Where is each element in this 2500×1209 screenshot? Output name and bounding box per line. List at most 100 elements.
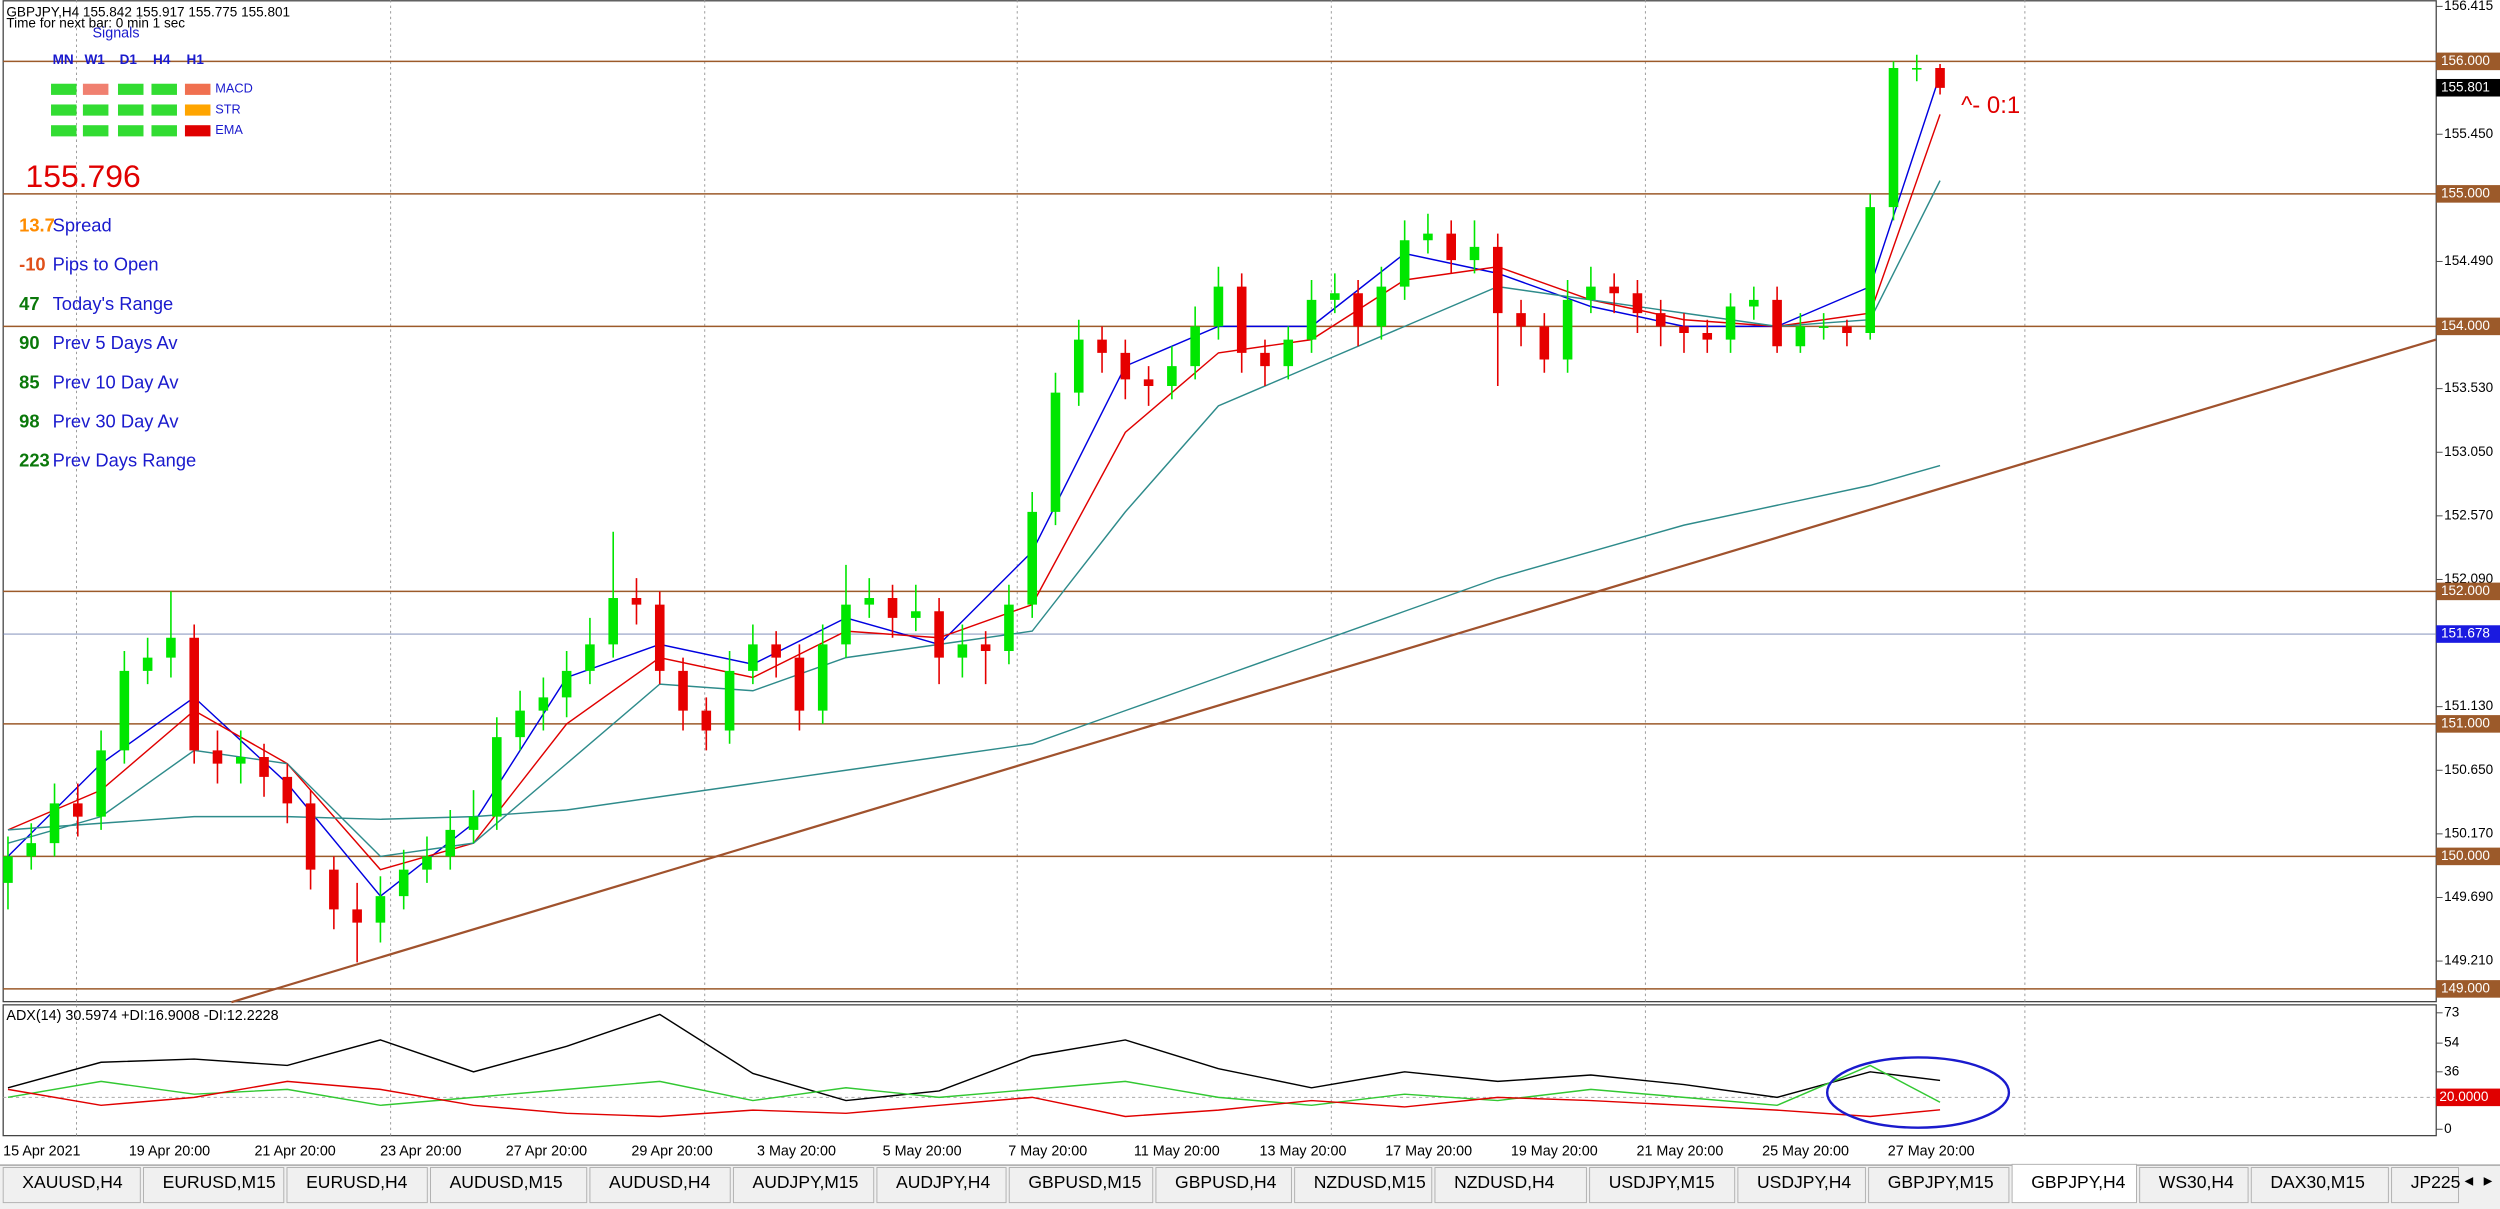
candle-body [1167,366,1177,387]
tab-label[interactable]: GBPUSD,H4 [1175,1172,1277,1192]
candle-body [1306,299,1317,340]
tab[interactable] [430,1167,588,1204]
tab[interactable] [143,1167,285,1204]
candle-body [189,637,199,751]
y-tick-label: 150.650 [2444,762,2493,777]
tab[interactable] [1589,1167,1736,1204]
candle-body [1399,240,1410,287]
tab[interactable] [1434,1167,1587,1204]
candle-body [748,644,758,671]
timeframe-label: H4 [153,52,171,67]
candle-body [1097,339,1107,353]
candle-body [1353,293,1363,327]
stat-label: Prev Days Range [53,450,197,471]
level-label: 155.000 [2441,185,2490,200]
candle-body [1679,326,1689,334]
moving-average [7,464,1941,831]
tab[interactable] [1868,1167,2010,1204]
signal-box [82,125,109,137]
candle-body [1004,604,1014,652]
annotation: ^- 0:1 [1961,92,2020,119]
tab[interactable] [732,1167,875,1204]
tab[interactable] [1008,1167,1154,1204]
tab-label[interactable]: XAUUSD,H4 [22,1172,123,1192]
tab[interactable] [2139,1167,2249,1204]
candle-body [957,644,968,658]
candle-body [398,869,409,897]
timeframe-label: H1 [187,52,205,67]
tab-label[interactable]: AUDJPY,M15 [753,1172,859,1192]
tab-label[interactable]: EURUSD,M15 [163,1172,276,1192]
candle-body [1702,333,1713,340]
tab-label[interactable]: AUDUSD,H4 [609,1172,711,1192]
scroll-right[interactable]: ► [2481,1174,2495,1190]
plot: 156.415 155.450 154.490 153.530 153.050 152.5… [3,0,2500,1159]
stat-value: 90 [19,332,39,353]
candle-body [1609,286,1619,294]
candle-body [329,869,339,910]
tab[interactable] [1294,1167,1433,1204]
stat-value: 223 [19,450,50,471]
candle-body [980,644,991,652]
candle-body [445,829,456,857]
candle-body [678,670,688,711]
indicator-line [7,1013,1941,1102]
x-tick-label: 15 Apr 2021 [3,1143,80,1159]
tab-label[interactable]: NZDUSD,M15 [1314,1172,1426,1192]
candle-body [352,909,362,923]
y-tick-label: 154.490 [2444,253,2493,268]
y-tick-label: 152.090 [2444,571,2493,586]
candle-body [305,803,316,870]
tab[interactable] [2391,1167,2460,1204]
candle-body [794,657,805,711]
stat-label: Prev 30 Day Av [53,411,180,432]
tab[interactable] [2250,1167,2389,1204]
tab-label[interactable]: JP225 [2411,1172,2461,1192]
tab-active[interactable] [2011,1163,2137,1204]
price-line-box [2436,625,2500,643]
tab-label[interactable]: AUDJPY,H4 [896,1172,990,1192]
stat-value: -10 [19,254,45,275]
candle-body [1865,207,1875,334]
tab-label[interactable]: USDJPY,H4 [1757,1172,1851,1192]
tab-label[interactable]: WS30,H4 [2159,1172,2234,1192]
tab[interactable] [2,1167,141,1204]
tab-label[interactable]: USDJPY,M15 [1609,1172,1715,1192]
tab[interactable] [876,1167,1007,1204]
tab-label[interactable]: GBPUSD,M15 [1028,1172,1141,1192]
x-tick-label: 27 Apr 20:00 [506,1143,587,1159]
adx-title: ADX(14) 30.5974 +DI:16.9008 -DI:12.2228 [6,1008,278,1024]
stat-value: 98 [19,411,39,432]
indicator-line [7,1064,1941,1107]
scroll-left[interactable]: ◄ [2462,1174,2476,1190]
candle-body [701,710,712,731]
candle-body [515,710,525,738]
tab-label[interactable]: AUDUSD,M15 [450,1172,563,1192]
y-tick-label: 36 [2444,1063,2459,1078]
candle-body [3,856,13,883]
candle-body [1935,67,1945,88]
candle-body [1027,511,1037,605]
tab-label[interactable]: GBPJPY,H4 [2031,1172,2125,1192]
candle-body [1283,339,1294,367]
signal-name: STR [215,101,240,116]
tab[interactable] [589,1167,731,1204]
tab-label[interactable]: EURUSD,H4 [306,1172,408,1192]
stat-value: 47 [19,293,39,314]
tab-label[interactable]: NZDUSD,H4 [1454,1172,1555,1192]
tab[interactable] [1155,1167,1292,1204]
symbol-line: GBPJPY,H4 155.842 155.917 155.775 155.80… [6,4,290,19]
stat-value: 85 [19,371,39,392]
tab-label[interactable]: DAX30,M15 [2270,1172,2365,1192]
candle-body [119,670,130,751]
candle-body [1725,306,1736,340]
tab[interactable] [1737,1167,1866,1204]
stat-label: Prev 5 Days Av [53,332,179,353]
tab-label[interactable]: GBPJPY,M15 [1888,1172,1994,1192]
x-tick-label: 11 May 20:00 [1134,1143,1220,1159]
y-tick-label: 152.570 [2444,507,2493,522]
y-tick-label: 149.210 [2444,953,2493,968]
level-label: 149.000 [2441,980,2490,995]
tab[interactable] [286,1167,428,1204]
